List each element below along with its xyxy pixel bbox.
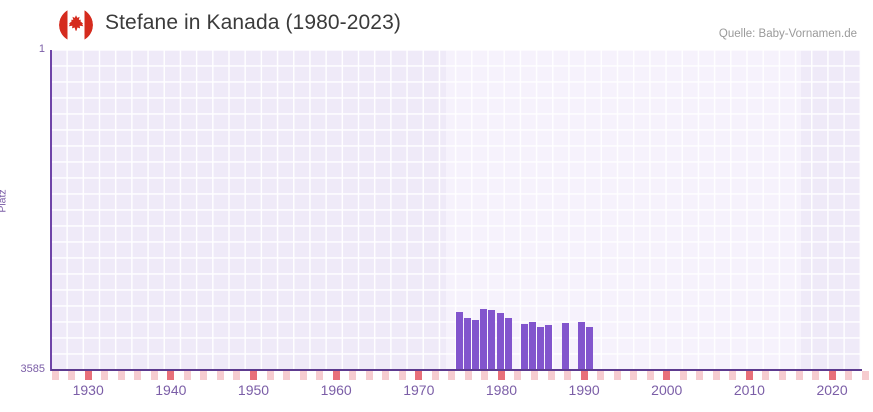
x-axis-tick-1938	[150, 371, 158, 380]
x-axis-tick-1942	[183, 371, 191, 380]
x-axis-label-1980: 1980	[485, 382, 518, 398]
bar-1978[interactable]	[456, 312, 463, 370]
x-axis-tick-2006	[712, 371, 720, 380]
x-axis-label-1930: 1930	[72, 382, 104, 398]
bar-1983[interactable]	[497, 313, 504, 370]
bar-1987[interactable]	[529, 322, 536, 370]
y-axis-tick-bottom: 3585	[20, 363, 45, 375]
x-axis-tick-2012	[762, 371, 770, 380]
page-title: Stefane in Kanada (1980-2023)	[105, 11, 401, 34]
bar-1982[interactable]	[488, 310, 495, 370]
x-axis-tick-2016	[795, 371, 803, 380]
bar-1986[interactable]	[521, 324, 528, 370]
x-axis-label-2020: 2020	[816, 382, 848, 398]
x-axis-tick-1950	[250, 371, 257, 380]
bar-1991[interactable]	[562, 323, 569, 370]
x-axis-tick-1974	[448, 371, 456, 380]
x-axis-tick-1982	[514, 371, 522, 380]
y-axis-title: Platz	[0, 189, 9, 213]
x-axis-tick-1972	[431, 371, 439, 380]
x-axis-tick-1962	[349, 371, 357, 380]
x-axis-tick-1976	[464, 371, 472, 380]
x-axis-tick-1996	[630, 371, 638, 380]
x-axis-tick-1964	[365, 371, 373, 380]
x-axis-tick-2024	[861, 371, 869, 380]
x-axis-tick-2014	[778, 371, 786, 380]
x-axis-tick-1960	[332, 371, 340, 380]
x-axis-tick-1940	[167, 371, 175, 380]
x-axis-label-2000: 2000	[651, 382, 683, 398]
x-axis-tick-1970	[415, 371, 423, 380]
x-axis-tick-1978	[481, 371, 489, 380]
x-axis-tick-1934	[117, 371, 125, 380]
x-axis-tick-1980	[497, 371, 505, 380]
bar-1980[interactable]	[472, 320, 479, 370]
x-axis-tick-1990	[580, 371, 588, 380]
x-axis-label-2010: 2010	[733, 382, 765, 398]
x-axis-tick-1946	[216, 371, 224, 380]
bar-1981[interactable]	[480, 309, 487, 370]
y-axis-tick-top: 1	[38, 43, 45, 55]
x-axis-tick-1926	[51, 371, 59, 380]
x-axis-tick-1948	[233, 371, 241, 380]
x-axis-tick-1958	[316, 371, 324, 380]
x-axis-tick-1930	[84, 371, 92, 380]
x-axis-tick-2010	[745, 371, 753, 380]
x-axis-tick-1956	[299, 371, 307, 380]
x-axis-tick-2018	[812, 371, 820, 380]
x-axis-tick-1954	[283, 371, 291, 380]
source-attribution: Quelle: Baby-Vornamen.de	[718, 28, 857, 40]
x-axis-tick-2000	[663, 371, 671, 380]
x-axis-tick-1928	[68, 371, 76, 380]
x-axis-tick-2004	[696, 371, 704, 380]
x-axis-tick-2008	[729, 371, 737, 380]
x-axis-label-1940: 1940	[155, 382, 187, 398]
bar-1989[interactable]	[545, 325, 552, 370]
x-axis-tick-1984	[531, 371, 539, 380]
x-axis-label-1950: 1950	[237, 382, 270, 398]
chart-header: Stefane in Kanada (1980-2023) Quelle: Ba…	[0, 0, 873, 50]
chart-plot-area	[51, 50, 861, 370]
bar-1984[interactable]	[505, 318, 512, 370]
x-axis-tick-1936	[134, 371, 142, 380]
x-axis-tick-1988	[564, 371, 572, 380]
x-axis-tick-1998	[646, 371, 654, 380]
x-axis-tick-1944	[200, 371, 208, 380]
x-axis-tick-1994	[613, 371, 621, 380]
x-axis-tick-2020	[828, 371, 836, 380]
canada-flag-icon	[59, 8, 93, 42]
bar-1994[interactable]	[586, 327, 593, 370]
x-axis-tick-2002	[679, 371, 687, 380]
bar-1988[interactable]	[537, 327, 544, 370]
x-axis-tick-1932	[101, 371, 109, 380]
x-axis-tick-1952	[266, 371, 274, 380]
x-axis-tick-1992	[597, 371, 605, 380]
x-axis-label-1990: 1990	[568, 382, 600, 398]
x-axis-tick-1968	[398, 371, 406, 380]
x-axis-tick-2022	[845, 371, 853, 380]
bar-1993[interactable]	[578, 322, 585, 370]
x-axis-label-1970: 1970	[403, 382, 435, 398]
y-axis-line	[50, 50, 52, 371]
x-axis-label-1960: 1960	[320, 382, 352, 398]
bar-1979[interactable]	[464, 318, 471, 370]
x-axis-line	[51, 369, 862, 371]
x-axis-tick-1986	[547, 371, 555, 380]
x-axis-tick-1966	[382, 371, 390, 380]
